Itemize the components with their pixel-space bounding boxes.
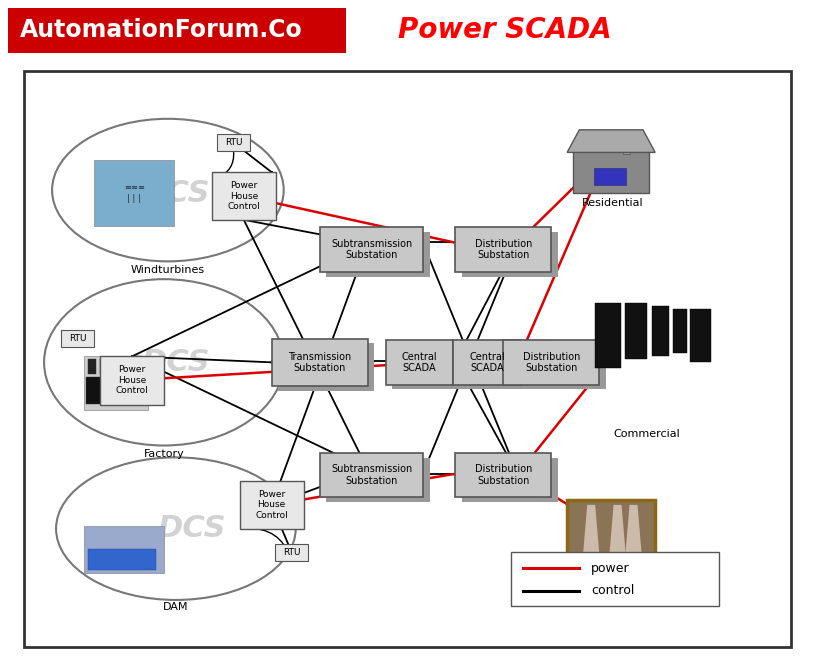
FancyBboxPatch shape — [392, 345, 460, 389]
FancyBboxPatch shape — [88, 549, 156, 570]
Text: RTU: RTU — [283, 548, 301, 557]
FancyBboxPatch shape — [594, 168, 627, 185]
Text: DCS: DCS — [142, 179, 210, 207]
FancyBboxPatch shape — [84, 356, 148, 410]
Ellipse shape — [52, 119, 284, 261]
Text: Power SCADA: Power SCADA — [399, 16, 612, 44]
Text: DAM: DAM — [163, 602, 188, 612]
FancyBboxPatch shape — [690, 309, 711, 362]
FancyBboxPatch shape — [240, 480, 304, 529]
Text: Distribution
Substation: Distribution Substation — [522, 352, 580, 373]
Text: AutomationForum.Co: AutomationForum.Co — [20, 18, 303, 42]
FancyBboxPatch shape — [84, 525, 164, 573]
FancyBboxPatch shape — [511, 552, 719, 606]
FancyBboxPatch shape — [212, 172, 275, 220]
Text: Commercial: Commercial — [614, 428, 681, 439]
Text: Subtransmission
Substation: Subtransmission Substation — [331, 465, 412, 486]
Text: power: power — [591, 562, 630, 575]
Text: Power
House
Control: Power House Control — [116, 365, 148, 395]
FancyBboxPatch shape — [95, 160, 174, 226]
Text: control: control — [591, 584, 635, 597]
Polygon shape — [626, 505, 641, 552]
Text: Windturbines: Windturbines — [131, 265, 205, 275]
FancyBboxPatch shape — [86, 377, 143, 404]
Ellipse shape — [44, 279, 284, 446]
FancyBboxPatch shape — [456, 227, 551, 272]
FancyBboxPatch shape — [124, 359, 132, 374]
FancyBboxPatch shape — [278, 343, 374, 391]
Text: RTU: RTU — [225, 138, 242, 147]
Text: Distribution
Substation: Distribution Substation — [474, 465, 532, 486]
FancyBboxPatch shape — [319, 227, 424, 272]
FancyBboxPatch shape — [100, 356, 164, 405]
FancyBboxPatch shape — [217, 134, 250, 151]
Text: Central
SCADA: Central SCADA — [402, 352, 438, 373]
FancyBboxPatch shape — [625, 303, 647, 359]
FancyBboxPatch shape — [460, 345, 527, 389]
Ellipse shape — [56, 457, 296, 600]
FancyBboxPatch shape — [623, 139, 630, 154]
Text: Residential: Residential — [582, 198, 644, 208]
FancyBboxPatch shape — [652, 306, 669, 356]
FancyArrowPatch shape — [247, 529, 291, 558]
FancyBboxPatch shape — [275, 544, 308, 561]
FancyBboxPatch shape — [462, 457, 557, 502]
FancyBboxPatch shape — [24, 71, 791, 647]
Text: RTU: RTU — [69, 334, 86, 343]
FancyBboxPatch shape — [61, 330, 95, 347]
FancyBboxPatch shape — [504, 340, 599, 385]
FancyBboxPatch shape — [326, 457, 430, 502]
FancyArrowPatch shape — [218, 152, 234, 177]
Text: Central
SCADA: Central SCADA — [469, 352, 505, 373]
Text: Transmission
Substation: Transmission Substation — [288, 352, 351, 373]
Text: DCS: DCS — [142, 348, 210, 377]
Text: Power
House
Control: Power House Control — [255, 490, 288, 520]
FancyBboxPatch shape — [462, 232, 557, 277]
FancyBboxPatch shape — [595, 303, 621, 368]
FancyBboxPatch shape — [509, 345, 606, 389]
Polygon shape — [584, 505, 599, 552]
Text: Factory: Factory — [143, 449, 184, 459]
Text: Subtransmission
Substation: Subtransmission Substation — [331, 239, 412, 260]
Polygon shape — [610, 505, 626, 552]
Text: Industrial: Industrial — [587, 586, 639, 596]
FancyBboxPatch shape — [567, 500, 655, 557]
FancyBboxPatch shape — [453, 340, 522, 385]
FancyBboxPatch shape — [319, 453, 424, 498]
FancyBboxPatch shape — [672, 309, 687, 353]
Polygon shape — [567, 130, 655, 152]
Text: Power
House
Control: Power House Control — [227, 181, 260, 211]
FancyBboxPatch shape — [112, 359, 120, 374]
FancyBboxPatch shape — [100, 359, 108, 374]
FancyBboxPatch shape — [456, 453, 551, 498]
Text: ≡≡≡
| | |: ≡≡≡ | | | — [124, 183, 145, 203]
FancyBboxPatch shape — [88, 359, 96, 374]
FancyBboxPatch shape — [573, 150, 649, 193]
FancyBboxPatch shape — [271, 339, 368, 386]
FancyBboxPatch shape — [326, 232, 430, 277]
Text: Distribution
Substation: Distribution Substation — [474, 239, 532, 260]
FancyBboxPatch shape — [385, 340, 453, 385]
Text: DCS: DCS — [157, 514, 227, 543]
